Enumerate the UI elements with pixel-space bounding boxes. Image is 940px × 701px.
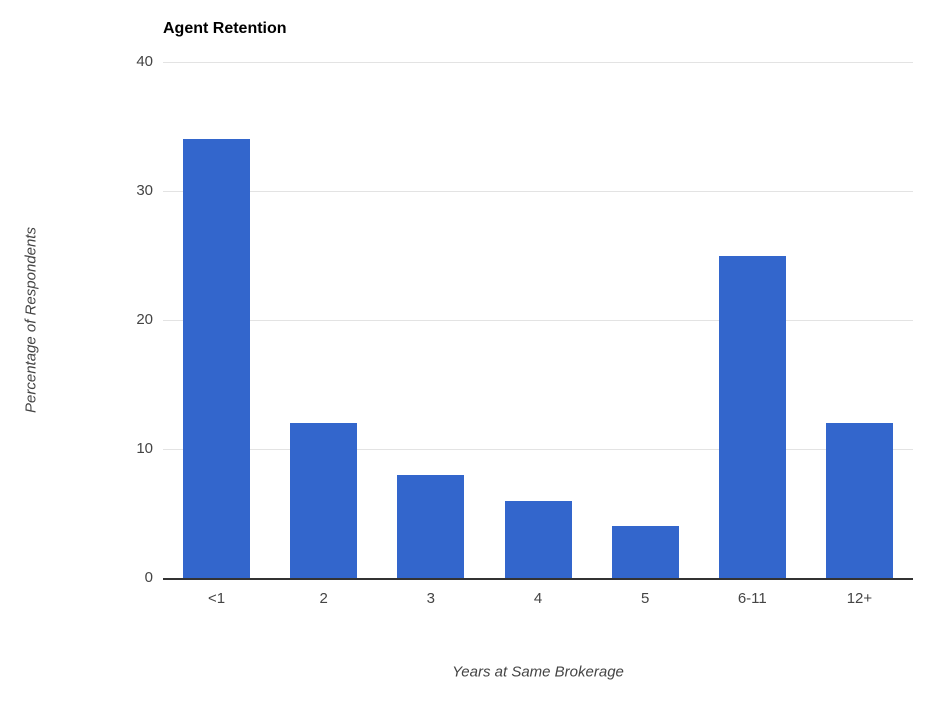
bar bbox=[611, 526, 679, 578]
chart-title: Agent Retention bbox=[163, 20, 287, 37]
bar bbox=[183, 139, 251, 578]
bar bbox=[504, 500, 572, 578]
x-tick-label: 4 bbox=[533, 590, 543, 607]
x-tick-label: <1 bbox=[208, 590, 226, 607]
y-tick-label: 10 bbox=[136, 440, 153, 457]
x-tick-label: 6-11 bbox=[737, 590, 767, 607]
x-tick-label: 12+ bbox=[846, 590, 873, 607]
gridline bbox=[163, 190, 913, 192]
bar bbox=[825, 423, 893, 578]
bar bbox=[397, 474, 465, 578]
x-axis-title: Years at Same Brokerage bbox=[452, 663, 624, 681]
bar bbox=[290, 423, 358, 578]
y-tick-label: 30 bbox=[136, 182, 153, 199]
gridline bbox=[163, 61, 913, 63]
gridline bbox=[163, 448, 913, 450]
x-tick-label: 3 bbox=[426, 590, 436, 607]
x-tick-label: 2 bbox=[319, 590, 328, 607]
x-axis-line bbox=[163, 578, 913, 580]
bar bbox=[718, 255, 786, 578]
y-tick-label: 40 bbox=[136, 53, 153, 70]
y-axis-title: Percentage of Respondents bbox=[22, 227, 40, 413]
gridline bbox=[163, 319, 913, 321]
plot-area bbox=[163, 61, 913, 580]
y-tick-label: 20 bbox=[136, 311, 153, 328]
y-tick-label: 0 bbox=[144, 569, 153, 586]
x-tick-label: 5 bbox=[640, 590, 650, 607]
